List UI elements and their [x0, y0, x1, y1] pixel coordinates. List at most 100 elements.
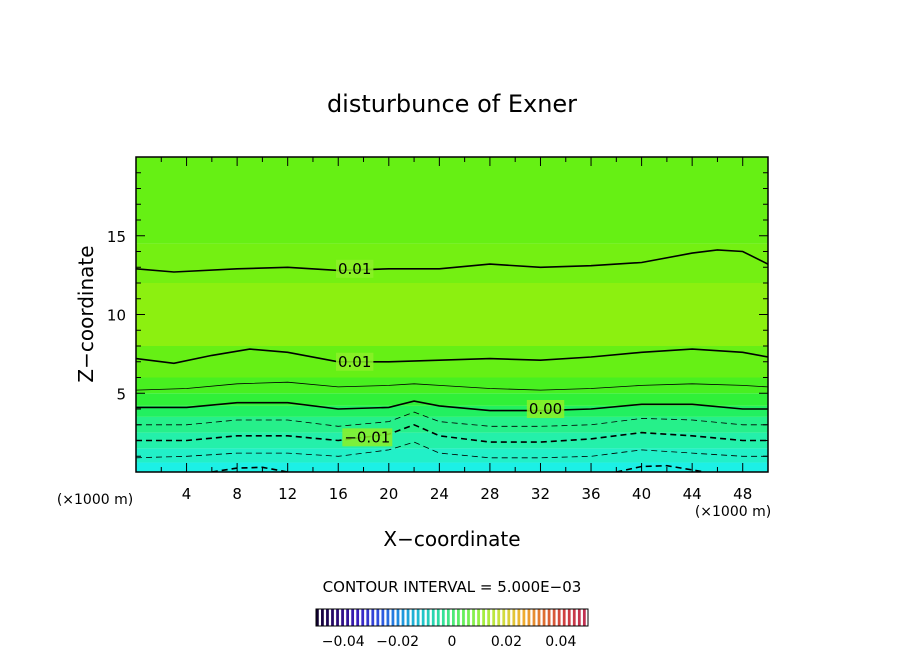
colorbar-cell — [482, 609, 485, 626]
x-tick-label: 48 — [733, 485, 752, 503]
colorbar-cell — [512, 609, 516, 626]
contour-labels: 0.01 0.01 0.00 −0.01 — [335, 259, 565, 447]
x-tick-label: 24 — [430, 485, 449, 503]
x-tick-label: 32 — [531, 485, 550, 503]
contour-line — [136, 249, 768, 273]
colorbar-cell — [472, 609, 475, 626]
contour-label: 0.00 — [529, 400, 562, 418]
contour-line — [136, 423, 768, 443]
exner-field — [136, 157, 768, 472]
colorbar-cell — [431, 609, 435, 626]
colorbar — [315, 608, 589, 627]
colorbar-cell — [462, 609, 465, 626]
x-tick-label: 8 — [232, 485, 242, 503]
colorbar-cell — [542, 609, 546, 626]
colorbar-cell — [381, 609, 385, 626]
colorbar-cell — [477, 609, 480, 626]
colorbar-cell — [321, 609, 324, 626]
field-band — [136, 405, 768, 417]
colorbar-cell — [351, 609, 355, 626]
x-axis: 4 8 12 16 20 24 28 32 36 40 44 48 — [160, 157, 752, 503]
x-axis-label: X−coordinate — [383, 527, 520, 551]
contour-lines — [136, 249, 768, 472]
colorbar-cell — [517, 609, 521, 626]
contour-line — [136, 411, 768, 427]
colorbar-cell — [557, 609, 561, 626]
y-tick-label: 10 — [107, 307, 126, 325]
field-band — [136, 416, 768, 433]
field-band — [136, 377, 768, 394]
colorbar-frame — [315, 608, 589, 627]
colorbar-cell — [361, 609, 365, 626]
field-band — [136, 448, 768, 463]
contour-interval-label: CONTOUR INTERVAL = 5.000E−03 — [323, 578, 582, 596]
y-axis: 5 10 15 — [107, 172, 768, 457]
colorbar-cell — [331, 609, 334, 626]
contour-label: −0.01 — [344, 428, 390, 446]
contour-label-bg — [335, 259, 374, 278]
colorbar-cell — [316, 609, 319, 626]
contour-label: 0.01 — [338, 260, 371, 278]
colorbar-cell — [572, 609, 576, 626]
colorbar-cell — [376, 609, 380, 626]
colorbar-cell — [582, 609, 586, 626]
contour-line — [136, 441, 768, 459]
colorbar-cell — [467, 609, 470, 626]
contour-line — [136, 381, 768, 391]
colorbar-cell — [547, 609, 551, 626]
x-tick-label: 4 — [182, 485, 192, 503]
colorbar-cell — [341, 609, 344, 626]
contour-line — [136, 400, 768, 412]
y-axis-unit: (×1000 m) — [57, 492, 133, 508]
contour-label-bg — [526, 400, 565, 418]
x-tick-label: 16 — [329, 485, 348, 503]
x-tick-label: 12 — [278, 485, 297, 503]
x-tick-label: 40 — [632, 485, 651, 503]
x-tick-label: 28 — [480, 485, 499, 503]
contour-label: 0.01 — [338, 353, 371, 371]
chart-title: disturbunce of Exner — [327, 90, 577, 118]
colorbar-cell — [537, 609, 541, 626]
colorbar-cell — [497, 609, 501, 626]
colorbar-cell — [416, 609, 420, 626]
x-axis-unit: (×1000 m) — [695, 504, 771, 520]
colorbar-cell — [567, 609, 571, 626]
colorbar-tick-label: −0.04 — [322, 634, 365, 650]
field-band — [136, 283, 768, 346]
colorbar-cell — [507, 609, 511, 626]
contour-label-bg — [335, 352, 374, 371]
colorbar-tick-label: 0 — [448, 634, 457, 650]
x-tick-label: 44 — [683, 485, 702, 503]
field-band — [136, 462, 768, 472]
contour-label-bg — [342, 428, 393, 447]
colorbar-cell — [446, 609, 450, 626]
colorbar-cell — [552, 609, 556, 626]
colorbar-cell — [452, 609, 455, 626]
y-axis-label: Z−coordinate — [74, 245, 98, 382]
x-tick-label: 20 — [379, 485, 398, 503]
colorbar-cell — [492, 609, 496, 626]
contour-line — [136, 348, 768, 365]
colorbar-cell — [522, 609, 526, 626]
colorbar-cell — [426, 609, 430, 626]
colorbar-tick-label: −0.02 — [376, 634, 419, 650]
colorbar-tick-label: 0.02 — [491, 634, 522, 650]
colorbar-cell — [396, 609, 400, 626]
colorbar-cell — [336, 609, 339, 626]
colorbar-cell — [406, 609, 410, 626]
colorbar-cell — [356, 609, 360, 626]
colorbar-cell — [527, 609, 531, 626]
colorbar-cell — [457, 609, 460, 626]
colorbar-cell — [366, 609, 370, 626]
colorbar-tick-label: 0.04 — [545, 634, 576, 650]
colorbar-cell — [386, 609, 390, 626]
colorbar-cell — [391, 609, 395, 626]
colorbar-cell — [436, 609, 440, 626]
colorbar-cell — [532, 609, 536, 626]
colorbar-cell — [346, 609, 349, 626]
colorbar-cell — [502, 609, 506, 626]
contour-line-minor — [616, 464, 705, 472]
colorbar-cell — [371, 609, 375, 626]
x-tick-label: 36 — [581, 485, 600, 503]
